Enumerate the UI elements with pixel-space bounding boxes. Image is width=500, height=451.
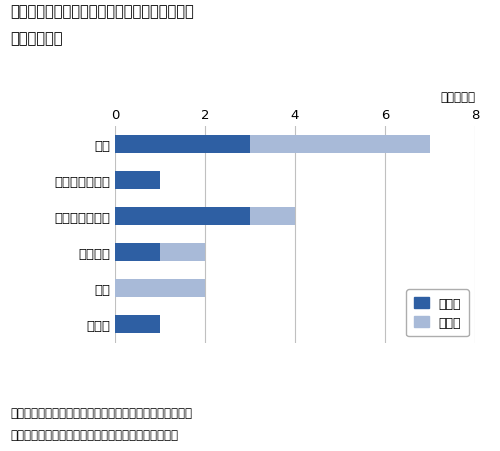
- Text: いる。有効回答９社（うち１社は１番目のみ回答）: いる。有効回答９社（うち１社は１番目のみ回答）: [10, 428, 178, 442]
- Bar: [115, 316, 160, 333]
- Text: （企業数）: （企業数）: [440, 91, 475, 103]
- Bar: [115, 136, 250, 153]
- Text: 注：１番目および２番目に縮小規模が大きいものを伺って: 注：１番目および２番目に縮小規模が大きいものを伺って: [10, 406, 192, 419]
- Bar: [115, 280, 205, 297]
- Legend: １番目, ２番目: １番目, ２番目: [406, 290, 469, 336]
- Text: 図３　投資優先度低下に伴い縮小した国内バリ: 図３ 投資優先度低下に伴い縮小した国内バリ: [10, 5, 194, 19]
- Bar: [250, 136, 430, 153]
- Text: ューチェイン: ューチェイン: [10, 32, 62, 46]
- Bar: [160, 244, 205, 261]
- Bar: [115, 172, 160, 189]
- Bar: [250, 208, 295, 225]
- Bar: [115, 244, 160, 261]
- Bar: [115, 208, 250, 225]
